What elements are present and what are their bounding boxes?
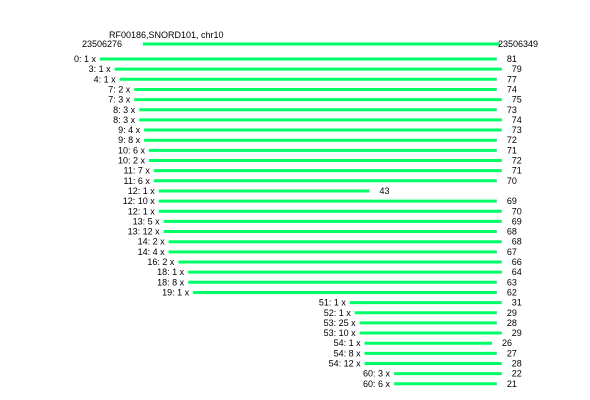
read-length-label: 71 <box>507 145 517 155</box>
read-label: 12: 10 x <box>123 196 156 206</box>
read-length-label: 66 <box>512 257 522 267</box>
read-label: 12: 1 x <box>128 186 156 196</box>
read-length-label: 28 <box>512 359 522 369</box>
read-label: 11: 6 x <box>124 176 151 186</box>
reads-group: 0: 1 x 81 3: 1 x 79 4: 1 x 77 7: 2 x 74 7: 3 x 75… <box>74 54 522 389</box>
read-length-label: 81 <box>507 54 517 64</box>
read-label: 8: 3 x <box>113 105 136 115</box>
read-length-label: 70 <box>512 206 522 216</box>
read-length-label: 28 <box>507 318 517 328</box>
read-label: 60: 3 x <box>363 369 391 379</box>
read-length-label: 74 <box>512 115 522 125</box>
read-label: 54: 1 x <box>334 338 362 348</box>
read-label: 9: 4 x <box>118 125 141 135</box>
read-length-label: 67 <box>507 247 517 257</box>
read-length-label: 22 <box>512 369 522 379</box>
read-length-label: 73 <box>507 105 517 115</box>
read-length-label: 43 <box>380 186 390 196</box>
read-length-label: 72 <box>512 156 522 166</box>
reference-start-label: 23506276 <box>82 39 122 49</box>
read-length-label: 29 <box>507 308 517 318</box>
read-length-label: 27 <box>507 348 517 358</box>
read-label: 3: 1 x <box>89 64 112 74</box>
read-label: 10: 6 x <box>118 145 146 155</box>
read-label: 53: 25 x <box>324 318 357 328</box>
read-length-label: 63 <box>507 277 517 287</box>
read-label: 60: 6 x <box>363 379 391 389</box>
read-length-label: 71 <box>512 166 522 176</box>
read-length-label: 69 <box>507 196 517 206</box>
read-label: 52: 1 x <box>324 308 352 318</box>
read-label: 18: 8 x <box>157 277 185 287</box>
read-label: 14: 4 x <box>138 247 166 257</box>
read-length-label: 68 <box>507 227 517 237</box>
read-length-label: 62 <box>507 287 517 297</box>
read-label: 12: 1 x <box>128 206 156 216</box>
read-length-label: 64 <box>512 267 522 277</box>
read-label: 4: 1 x <box>94 74 117 84</box>
read-length-label: 74 <box>507 84 517 94</box>
read-label: 53: 10 x <box>324 328 357 338</box>
read-label: 51: 1 x <box>319 298 347 308</box>
read-length-label: 29 <box>512 328 522 338</box>
reference-end-label: 23506349 <box>498 39 538 49</box>
read-length-label: 69 <box>512 216 522 226</box>
read-label: 54: 12 x <box>329 359 362 369</box>
read-label: 13: 5 x <box>133 216 161 226</box>
read-label: 16: 2 x <box>147 257 175 267</box>
read-length-label: 72 <box>507 135 517 145</box>
read-length-label: 31 <box>512 298 522 308</box>
read-length-label: 79 <box>512 64 522 74</box>
read-label: 0: 1 x <box>74 54 97 64</box>
read-label: 7: 3 x <box>108 95 131 105</box>
read-length-label: 77 <box>507 74 517 84</box>
read-length-label: 75 <box>512 95 522 105</box>
read-length-label: 21 <box>507 379 517 389</box>
read-label: 13: 12 x <box>128 227 161 237</box>
read-label: 9: 8 x <box>118 135 141 145</box>
read-label: 14: 2 x <box>138 237 166 247</box>
read-label: 19: 1 x <box>162 287 190 297</box>
read-label: 54: 8 x <box>334 348 362 358</box>
read-label: 18: 1 x <box>157 267 185 277</box>
diagram-title: RF00186,SNORD101, chr10 <box>109 30 224 40</box>
read-label: 11: 7 x <box>124 166 151 176</box>
read-label: 10: 2 x <box>118 156 146 166</box>
read-length-label: 68 <box>512 237 522 247</box>
read-length-label: 70 <box>507 176 517 186</box>
read-label: 7: 2 x <box>108 84 131 94</box>
read-label: 8: 3 x <box>113 115 136 125</box>
read-length-label: 26 <box>502 338 512 348</box>
read-length-label: 73 <box>512 125 522 135</box>
